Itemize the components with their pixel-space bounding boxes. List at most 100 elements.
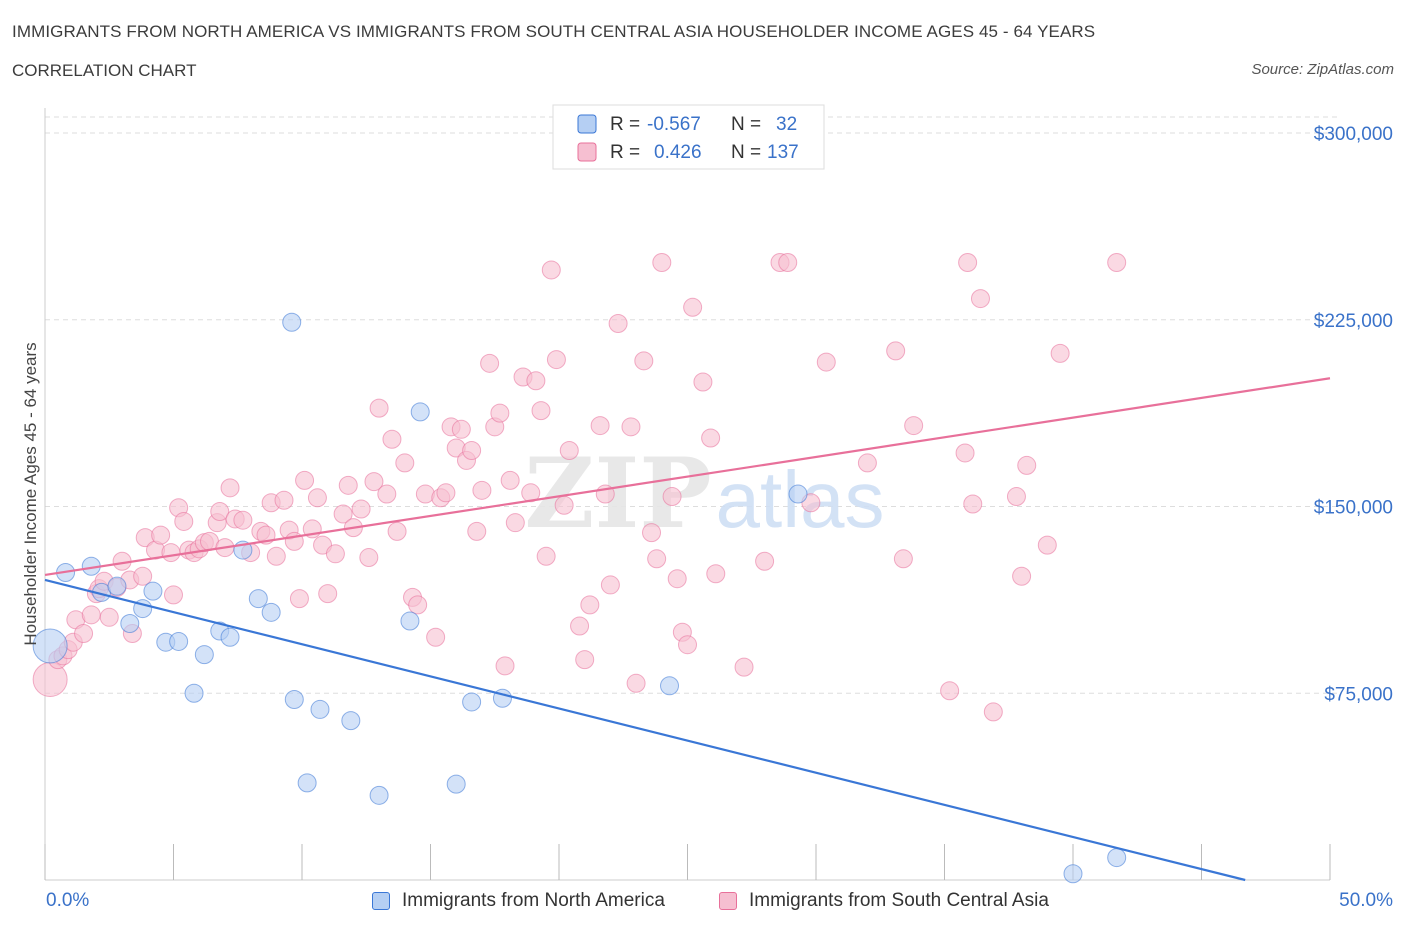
blue-series-points <box>32 312 1127 884</box>
pink-data-point <box>151 525 171 545</box>
pink-data-point <box>734 657 754 677</box>
x-max-label: 50.0% <box>1339 890 1393 911</box>
blue-data-point <box>261 602 281 622</box>
pink-data-point <box>74 623 94 643</box>
pink-data-point <box>307 488 327 508</box>
watermark: ZIP atlas <box>524 437 884 550</box>
pink-data-point <box>382 429 402 449</box>
pink-data-point <box>886 341 906 361</box>
legend-top: R = -0.567 N = 32 R = 0.426 N = 137 <box>552 104 825 170</box>
pink-data-point <box>816 352 836 372</box>
pink-data-point <box>554 495 574 515</box>
blue-data-point <box>220 627 240 647</box>
pink-data-point <box>621 417 641 437</box>
pink-data-point <box>325 544 345 564</box>
pink-data-point <box>1017 455 1037 475</box>
trend-lines <box>44 377 1331 882</box>
pink-data-point <box>662 487 682 507</box>
pink-data-point <box>642 523 662 543</box>
pink-data-point <box>701 428 721 448</box>
blue-data-point <box>169 631 189 651</box>
pink-data-point <box>295 470 315 490</box>
pink-data-point <box>652 252 672 272</box>
blue-data-point <box>462 692 482 712</box>
pink-data-point <box>521 483 541 503</box>
legend-blue-n-value: 32 <box>776 114 797 135</box>
pink-data-point <box>408 595 428 615</box>
y-tick-label: $75,000 <box>1324 684 1393 705</box>
blue-data-point <box>410 402 430 422</box>
legend-label-south-central-asia: Immigrants from South Central Asia <box>749 890 1049 911</box>
pink-data-point <box>608 313 628 333</box>
blue-data-point <box>143 581 163 601</box>
pink-data-point <box>377 484 397 504</box>
pink-data-point <box>174 511 194 531</box>
blue-data-point <box>194 645 214 665</box>
legend-bottom: Immigrants from North America Immigrants… <box>0 890 1406 916</box>
legend-pink-swatch <box>577 142 597 162</box>
pink-data-point <box>387 521 407 541</box>
pink-data-point <box>333 504 353 524</box>
pink-data-point <box>1012 566 1032 586</box>
legend-label-north-america: Immigrants from North America <box>402 890 665 911</box>
pink-data-point <box>338 475 358 495</box>
source-credit: Source: ZipAtlas.com <box>1251 61 1394 78</box>
pink-data-point <box>904 416 924 436</box>
pink-data-point <box>480 353 500 373</box>
pink-data-point <box>570 616 590 636</box>
pink-data-point <box>683 297 703 317</box>
blue-data-point <box>660 676 680 696</box>
pink-data-point <box>755 551 775 571</box>
pink-data-point <box>436 483 456 503</box>
legend-item-south-central-asia[interactable]: Immigrants from South Central Asia <box>719 890 1049 912</box>
pink-data-point <box>963 494 983 514</box>
legend-item-north-america[interactable]: Immigrants from North America <box>372 890 665 912</box>
legend-blue-swatch <box>577 114 597 134</box>
pink-trend-line <box>44 377 1331 577</box>
pink-data-point <box>634 351 654 371</box>
pink-data-point <box>395 453 415 473</box>
chart-subtitle: CORRELATION CHART <box>12 61 197 80</box>
pink-data-point <box>500 470 520 490</box>
pink-data-point <box>590 416 610 436</box>
pink-data-point <box>1107 252 1127 272</box>
blue-data-point <box>341 711 361 731</box>
pink-data-point <box>99 607 119 627</box>
legend-blue-n-label: N = <box>731 114 761 135</box>
pink-data-point <box>626 673 646 693</box>
blue-data-point <box>184 683 204 703</box>
y-tick-label: $225,000 <box>1314 311 1393 332</box>
blue-data-point <box>297 773 317 793</box>
y-axis-label: Householder Income Ages 45 - 64 years <box>21 342 40 645</box>
pink-data-point <box>678 635 697 655</box>
legend-blue-r-label: R = <box>610 114 640 135</box>
pink-data-point <box>546 350 566 370</box>
y-tick-labels: $75,000 $150,000 $225,000 $300,000 <box>1314 124 1393 705</box>
blue-data-point <box>369 785 389 805</box>
pink-data-point <box>289 589 309 609</box>
chart-title: IMMIGRANTS FROM NORTH AMERICA VS IMMIGRA… <box>12 22 1096 41</box>
pink-data-point <box>369 398 389 418</box>
pink-data-point <box>451 419 471 439</box>
legend-pink-r-value: 0.426 <box>654 142 702 163</box>
pink-data-point <box>1006 487 1026 507</box>
blue-data-point <box>1107 848 1127 868</box>
pink-data-point <box>647 549 667 569</box>
pink-data-point <box>1050 343 1070 363</box>
pink-data-point <box>600 575 620 595</box>
legend-swatch-blue <box>372 892 390 910</box>
pink-data-point <box>164 585 183 605</box>
pink-data-point <box>955 443 975 463</box>
pink-data-point <box>536 546 556 566</box>
blue-data-point <box>284 689 304 709</box>
pink-data-point <box>81 605 101 625</box>
pink-data-point <box>970 289 990 309</box>
pink-data-point <box>541 260 561 280</box>
pink-data-point <box>706 564 726 584</box>
pink-data-point <box>893 549 913 569</box>
pink-data-point <box>318 584 338 604</box>
pink-data-point <box>495 656 515 676</box>
legend-blue-r-value: -0.567 <box>647 114 701 135</box>
y-tick-label: $300,000 <box>1314 124 1393 145</box>
